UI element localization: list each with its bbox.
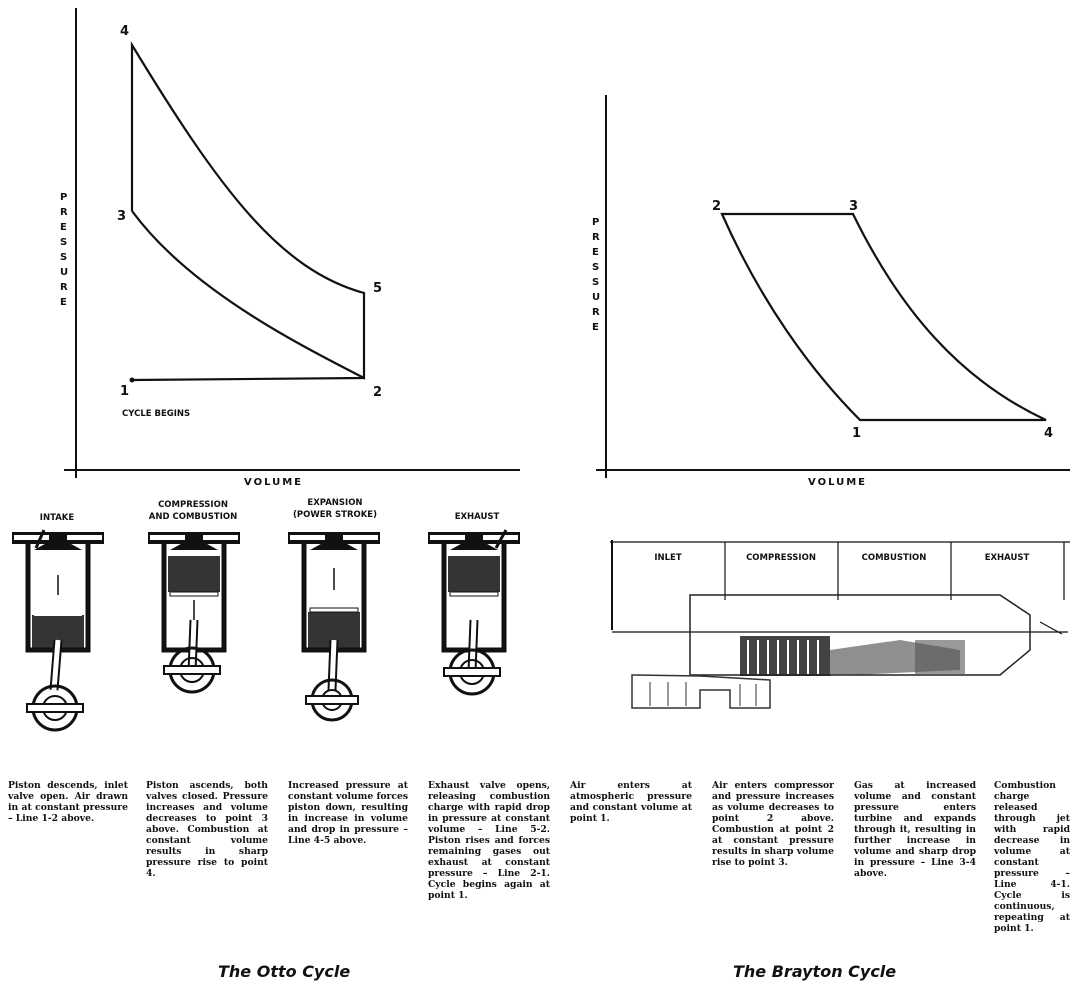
otto-description-expansion: Increased pressure at constant volume fo… [288, 780, 408, 846]
otto-stage-labels: INTAKE COMPRESSION AND COMBUSTION EXPANS… [40, 498, 500, 523]
brayton-description-compression: Air enters compressor and pressure incre… [712, 780, 834, 868]
brayton-point-1-label: 1 [852, 426, 861, 441]
otto-y-axis-label: P R E S S U R E [60, 192, 70, 308]
brayton-y-axis-letter: E [592, 247, 601, 258]
jet-engine-illustration: INLET COMPRESSION COMBUSTION EXHAUST [610, 540, 1070, 709]
stage-label-intake: INTAKE [40, 513, 75, 523]
brayton-x-axis-label: VOLUME [808, 477, 867, 488]
otto-y-axis-letter: E [60, 297, 69, 308]
brayton-cycle-curve [720, 212, 1047, 422]
brayton-y-axis-letter: E [592, 322, 601, 333]
stage-label-exhaust: EXHAUST [455, 512, 500, 522]
otto-y-axis-letter: R [60, 282, 70, 293]
brayton-y-axis-letter: R [592, 232, 602, 243]
cylinder-exhaust [428, 529, 520, 696]
brayton-y-axis-letter: S [592, 262, 601, 273]
jet-stage-label-inlet: INLET [654, 553, 681, 563]
brayton-description-combustion: Gas at increased volume and constant pre… [854, 780, 976, 879]
brayton-cycle-caption: The Brayton Cycle [733, 962, 897, 981]
otto-description-intake: Piston descends, inlet valve open. Air d… [8, 780, 128, 824]
stage-label-expansion-1: EXPANSION [307, 498, 362, 508]
otto-point-5-label: 5 [373, 281, 382, 296]
otto-y-axis-letter: P [60, 192, 69, 203]
stage-label-compression-1: COMPRESSION [158, 500, 228, 510]
brayton-y-axis-letter: S [592, 277, 601, 288]
otto-stroke-illustrations: INTAKE COMPRESSION AND COMBUSTION EXPANS… [12, 498, 520, 732]
otto-intake-line [131, 376, 365, 382]
otto-point-1-marker [129, 377, 135, 383]
otto-cycle-caption: The Otto Cycle [218, 962, 351, 981]
otto-y-axis-letter: E [60, 222, 69, 233]
otto-description-compression: Piston ascends, both valves closed. Pres… [146, 780, 268, 879]
brayton-point-3-label: 3 [849, 199, 858, 214]
brayton-point-2-label: 2 [712, 199, 721, 214]
jet-stage-label-exhaust: EXHAUST [985, 553, 1030, 563]
otto-y-axis-letter: S [60, 237, 69, 248]
stage-label-expansion-2: (POWER STROKE) [293, 510, 377, 520]
otto-pv-diagram: P R E S S U R E VOLUME 1 2 3 4 5 CYCLE B… [60, 8, 520, 488]
otto-cycle-curve [130, 41, 366, 380]
cylinder-expansion [288, 532, 380, 722]
cylinder-compression [148, 532, 240, 694]
brayton-pv-diagram: P R E S S U R E VOLUME 1 2 3 4 [592, 95, 1070, 488]
otto-y-axis-letter: R [60, 207, 70, 218]
otto-cycle-begins-label: CYCLE BEGINS [122, 409, 190, 419]
brayton-y-axis-letter: R [592, 307, 602, 318]
otto-x-axis-label: VOLUME [244, 477, 303, 488]
brayton-description-exhaust: Combustion charge released through jet w… [994, 780, 1070, 934]
jet-stage-labels: INLET COMPRESSION COMBUSTION EXHAUST [654, 553, 1029, 563]
cylinder-intake [12, 529, 104, 732]
jet-stage-label-combustion: COMBUSTION [862, 553, 927, 563]
brayton-y-axis-letter: P [592, 217, 601, 228]
brayton-y-axis-letter: U [592, 292, 602, 303]
otto-description-exhaust: Exhaust valve opens, releasing combustio… [428, 780, 550, 901]
otto-point-2-label: 2 [373, 385, 382, 400]
jet-stage-label-compression: COMPRESSION [746, 553, 816, 563]
otto-point-1-label: 1 [120, 384, 129, 399]
brayton-y-axis-label: P R E S S U R E [592, 217, 602, 333]
otto-y-axis-letter: U [60, 267, 70, 278]
stage-label-compression-2: AND COMBUSTION [149, 512, 237, 522]
otto-point-4-label: 4 [120, 24, 129, 39]
brayton-point-4-label: 4 [1044, 426, 1053, 441]
otto-y-axis-letter: S [60, 252, 69, 263]
brayton-description-inlet: Air enters at atmospheric pressure and c… [570, 780, 692, 824]
otto-point-3-label: 3 [117, 209, 126, 224]
